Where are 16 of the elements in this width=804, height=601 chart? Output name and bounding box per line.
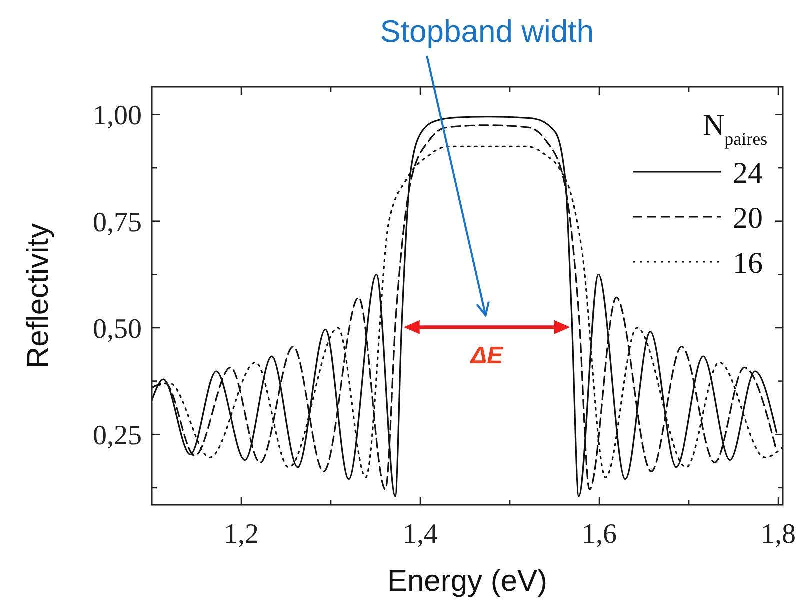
x-tick-label: 1,8 xyxy=(761,519,796,550)
x-tick-label: 1,4 xyxy=(403,519,438,550)
annotation: ΔE xyxy=(470,342,504,370)
legend-title: N$_{paires}$ xyxy=(703,109,768,149)
x-tick-label: 1,2 xyxy=(224,519,260,550)
x-tick-label: 1,6 xyxy=(582,519,618,550)
legend-label: 16 xyxy=(733,247,763,280)
legend-label: 24 xyxy=(733,157,763,190)
y-tick-label: 0,25 xyxy=(93,420,142,452)
y-axis-title: Reflectivity xyxy=(22,223,55,369)
y-tick-label: 0,50 xyxy=(93,314,142,345)
x-axis-title: Energy (eV) xyxy=(387,565,548,598)
y-tick-label: 1,00 xyxy=(93,100,142,132)
legend-label: 20 xyxy=(733,202,763,235)
text: Stopband width xyxy=(380,14,594,49)
y-tick-label: 0,75 xyxy=(93,207,142,238)
